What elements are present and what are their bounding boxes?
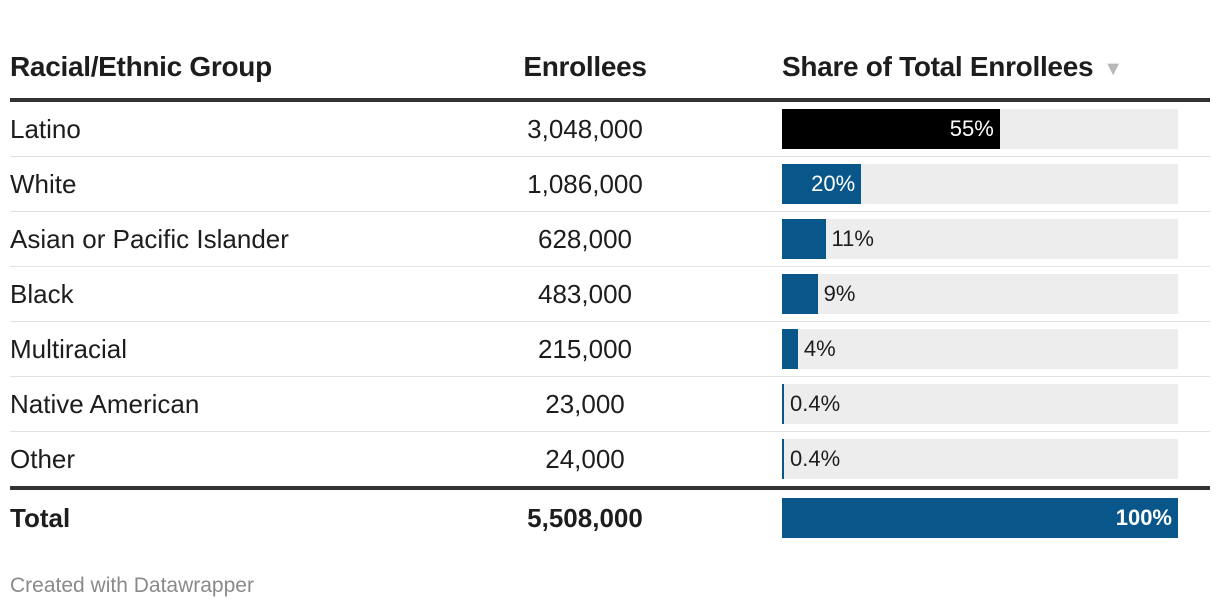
total-share-cell: 100%: [782, 498, 1178, 538]
header-share-label: Share of Total Enrollees: [782, 51, 1094, 82]
table-row: Other 24,000 0.4%: [10, 432, 1210, 486]
row-enrollees: 3,048,000: [527, 113, 643, 144]
bar-track: 20%: [782, 164, 1178, 204]
row-share-cell: 55%: [782, 109, 1178, 149]
table-row: Asian or Pacific Islander 628,000 11%: [10, 212, 1210, 267]
row-share-cell: 0.4%: [782, 384, 1178, 424]
share-bar: [782, 329, 798, 369]
row-group: Black: [10, 278, 74, 309]
row-share-cell: 0.4%: [782, 439, 1178, 479]
row-share-cell: 4%: [782, 329, 1178, 369]
share-bar: [782, 109, 1000, 149]
table-row: Multiracial 215,000 4%: [10, 322, 1210, 377]
row-share-cell: 20%: [782, 164, 1178, 204]
total-enrollees: 5,508,000: [527, 502, 643, 533]
row-enrollees: 215,000: [538, 333, 632, 364]
share-label: 55%: [949, 116, 994, 141]
row-enrollees: 23,000: [545, 388, 625, 419]
table-row: Black 483,000 9%: [10, 267, 1210, 322]
header-group[interactable]: Racial/Ethnic Group: [10, 51, 272, 82]
share-label: 0.4%: [790, 446, 841, 471]
total-share-label: 100%: [1115, 505, 1172, 530]
total-bar-track: 100%: [782, 498, 1178, 538]
share-bar: [782, 164, 862, 204]
share-bar: [782, 274, 818, 314]
row-group: Latino: [10, 113, 81, 144]
total-rule: [10, 486, 1210, 490]
header-rule: [10, 98, 1210, 102]
share-bar: [782, 219, 826, 259]
bar-track: 9%: [782, 274, 1178, 314]
enrollment-table: Racial/Ethnic Group Enrollees Share of T…: [10, 36, 1210, 546]
row-share-cell: 11%: [782, 219, 1178, 259]
share-bar: [782, 439, 784, 479]
row-share-cell: 9%: [782, 274, 1178, 314]
header-share[interactable]: Share of Total Enrollees ▼: [782, 51, 1178, 83]
sort-descending-icon[interactable]: ▼: [1103, 57, 1123, 80]
total-bar: [782, 498, 1178, 538]
header-enrollees[interactable]: Enrollees: [523, 51, 647, 82]
total-label: Total: [10, 502, 71, 533]
row-enrollees: 1,086,000: [527, 168, 643, 199]
credit-footer[interactable]: Created with Datawrapper: [10, 574, 254, 597]
share-label: 4%: [803, 336, 836, 361]
share-label: 20%: [811, 171, 856, 196]
row-enrollees: 483,000: [538, 278, 632, 309]
row-group: Multiracial: [10, 333, 128, 364]
row-group: White: [10, 168, 77, 199]
bar-track: 0.4%: [782, 384, 1178, 424]
row-enrollees: 628,000: [538, 223, 632, 254]
total-row: Total 5,508,000 100%: [10, 490, 1210, 546]
table-body: Latino 3,048,000 55% White 1,086,000 20% Asian…: [10, 102, 1210, 486]
share-label: 0.4%: [790, 391, 841, 416]
bar-track: 4%: [782, 329, 1178, 369]
share-label: 9%: [823, 281, 856, 306]
table-row: Native American 23,000 0.4%: [10, 377, 1210, 432]
row-group: Asian or Pacific Islander: [10, 223, 289, 254]
table-header: Racial/Ethnic Group Enrollees Share of T…: [10, 36, 1210, 98]
share-bar: [782, 384, 784, 424]
row-enrollees: 24,000: [545, 443, 625, 474]
row-group: Native American: [10, 388, 200, 419]
share-label: 11%: [831, 226, 874, 251]
bar-track: 0.4%: [782, 439, 1178, 479]
row-group: Other: [10, 443, 76, 474]
table-row: White 1,086,000 20%: [10, 157, 1210, 212]
bar-track: 55%: [782, 109, 1178, 149]
table-row: Latino 3,048,000 55%: [10, 102, 1210, 157]
bar-track: 11%: [782, 219, 1178, 259]
